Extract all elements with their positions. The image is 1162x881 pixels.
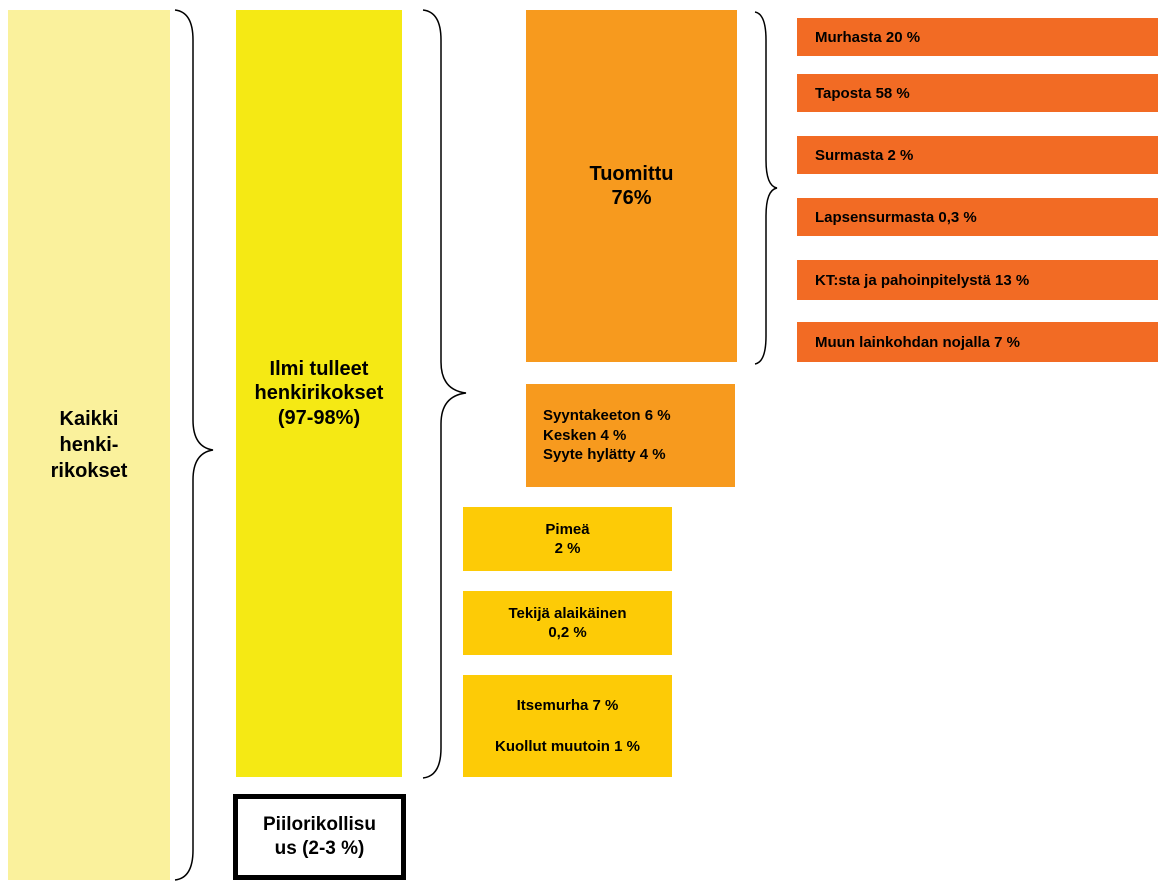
brace-all-crimes	[174, 9, 214, 881]
deceased-box: Itsemurha 7 % Kuollut muutoin 1 %	[463, 675, 672, 777]
verdict-murder-box: Murhasta 20 %	[797, 18, 1158, 56]
dark-figure-box: Pimeä 2 %	[463, 507, 672, 571]
syyntakeeton-text: Syyntakeeton 6 %	[543, 407, 671, 425]
died-otherwise-text: Kuollut muutoin 1 %	[495, 737, 640, 755]
verdict-manslaughter-box: Taposta 58 %	[797, 74, 1158, 112]
convicted-box: Tuomittu 76%	[526, 10, 737, 362]
minor-line-1: Tekijä alaikäinen	[508, 604, 627, 622]
reported-line-1: Ilmi tulleet	[269, 357, 369, 380]
reported-line-3: (97-98%)	[277, 406, 361, 429]
brace-convicted	[754, 11, 778, 365]
convicted-line-1: Tuomittu	[589, 162, 674, 185]
convicted-line-2: 76%	[611, 187, 652, 209]
all-crimes-box: Kaikki henki- rikokset	[8, 10, 170, 880]
all-crimes-line-1: Kaikki	[59, 408, 119, 430]
all-crimes-line-3: rikokset	[50, 460, 128, 482]
dark-line-1: Pimeä	[545, 520, 590, 538]
verdict-other-box: Muun lainkohdan nojalla 7 %	[797, 322, 1158, 362]
syyte-hylatty-text: Syyte hylätty 4 %	[543, 446, 666, 464]
dark-line-2: 2 %	[554, 540, 581, 557]
verdict-killing-box: Surmasta 2 %	[797, 136, 1158, 174]
verdict-infanticide-box: Lapsensurmasta 0,3 %	[797, 198, 1158, 236]
hidden-line-1: Piilorikollisu	[263, 814, 376, 836]
minor-offender-box: Tekijä alaikäinen 0,2 %	[463, 591, 672, 655]
verdict-assault-box: KT:sta ja pahoinpitelystä 13 %	[797, 260, 1158, 300]
hidden-line-2: us (2-3 %)	[274, 838, 365, 859]
reported-crimes-box: Ilmi tulleet henkirikokset (97-98%)	[236, 10, 402, 777]
kesken-text: Kesken 4 %	[543, 426, 627, 444]
hidden-crime-box: Piilorikollisu us (2-3 %)	[233, 794, 406, 880]
reported-line-2: henkirikokset	[254, 382, 384, 405]
minor-line-2: 0,2 %	[548, 624, 587, 641]
suicide-text: Itsemurha 7 %	[516, 697, 619, 714]
not-convicted-box: Syyntakeeton 6 % Kesken 4 % Syyte hylätt…	[526, 384, 735, 487]
all-crimes-line-2: henki-	[59, 434, 119, 456]
brace-reported	[422, 9, 467, 779]
